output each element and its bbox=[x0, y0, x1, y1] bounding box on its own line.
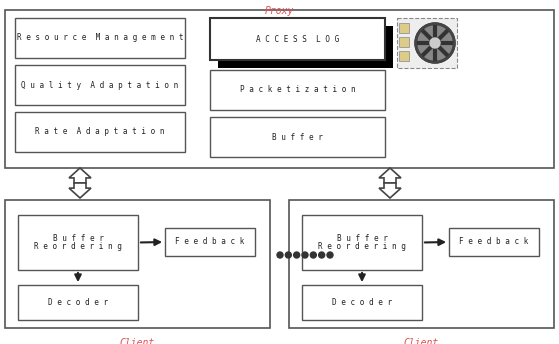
Bar bbox=[449, 228, 539, 256]
Bar bbox=[397, 18, 457, 68]
Circle shape bbox=[415, 23, 455, 63]
Bar bbox=[218, 26, 393, 68]
Circle shape bbox=[327, 252, 333, 258]
Bar bbox=[210, 70, 385, 110]
Text: Q u a l i t y  A d a p t a t i o n: Q u a l i t y A d a p t a t i o n bbox=[21, 80, 179, 89]
Bar bbox=[289, 200, 554, 328]
Bar bbox=[399, 51, 409, 61]
Bar bbox=[15, 65, 185, 105]
Text: R e s o u r c e  M a n a g e m e n t: R e s o u r c e M a n a g e m e n t bbox=[17, 33, 183, 43]
Text: P a c k e t i z a t i o n: P a c k e t i z a t i o n bbox=[240, 86, 356, 95]
Bar bbox=[210, 18, 385, 60]
Polygon shape bbox=[379, 183, 401, 198]
Bar bbox=[399, 23, 409, 33]
Circle shape bbox=[319, 252, 325, 258]
Text: R a t e  A d a p t a t i o n: R a t e A d a p t a t i o n bbox=[35, 128, 165, 137]
Bar bbox=[399, 37, 409, 47]
Text: R e o r d e r i n g: R e o r d e r i n g bbox=[34, 242, 122, 251]
Text: B u f f e r: B u f f e r bbox=[53, 234, 103, 243]
Polygon shape bbox=[69, 168, 91, 183]
Text: R e o r d e r i n g: R e o r d e r i n g bbox=[318, 242, 406, 251]
Circle shape bbox=[415, 23, 455, 63]
Polygon shape bbox=[379, 168, 401, 183]
Text: D e c o d e r: D e c o d e r bbox=[48, 298, 108, 307]
Circle shape bbox=[277, 252, 283, 258]
Text: B u f f e r: B u f f e r bbox=[337, 234, 387, 243]
Circle shape bbox=[430, 38, 440, 48]
Bar bbox=[18, 215, 138, 270]
Text: F e e d b a c k: F e e d b a c k bbox=[459, 237, 529, 247]
Bar bbox=[210, 117, 385, 157]
Text: Client: Client bbox=[404, 338, 439, 344]
Text: B u f f e r: B u f f e r bbox=[272, 132, 323, 141]
Circle shape bbox=[431, 39, 439, 47]
Polygon shape bbox=[69, 183, 91, 198]
Bar bbox=[15, 18, 185, 58]
Circle shape bbox=[310, 252, 316, 258]
Text: A C C E S S  L O G: A C C E S S L O G bbox=[256, 34, 339, 43]
Bar bbox=[302, 285, 422, 320]
Bar bbox=[5, 200, 270, 328]
Circle shape bbox=[293, 252, 300, 258]
Circle shape bbox=[285, 252, 291, 258]
Text: D e c o d e r: D e c o d e r bbox=[332, 298, 392, 307]
Circle shape bbox=[302, 252, 308, 258]
Text: Proxy: Proxy bbox=[264, 6, 293, 16]
Circle shape bbox=[418, 26, 452, 60]
Bar bbox=[302, 215, 422, 270]
Bar bbox=[15, 112, 185, 152]
Text: F e e d b a c k: F e e d b a c k bbox=[176, 237, 245, 247]
Bar bbox=[18, 285, 138, 320]
Text: Client: Client bbox=[120, 338, 155, 344]
Bar bbox=[165, 228, 255, 256]
Bar bbox=[5, 10, 554, 168]
